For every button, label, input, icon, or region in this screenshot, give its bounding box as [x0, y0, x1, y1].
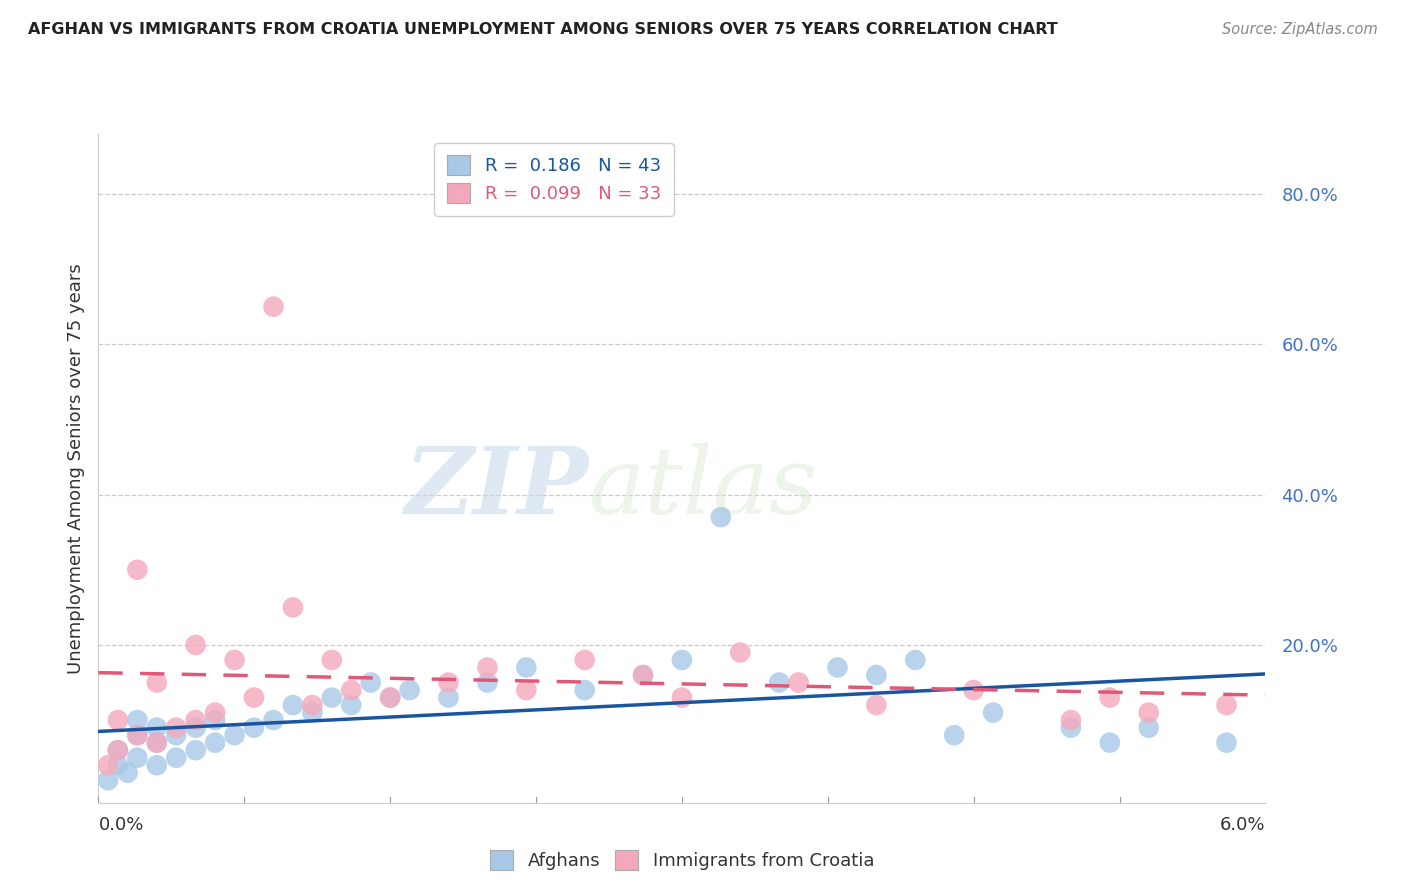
Point — [184, 713, 207, 727]
Y-axis label: Unemployment Among Seniors over 75 years: Unemployment Among Seniors over 75 years — [66, 263, 84, 673]
Point — [117, 765, 139, 780]
Text: atlas: atlas — [589, 443, 818, 533]
Point — [631, 668, 654, 682]
Point — [243, 690, 266, 705]
Point — [262, 300, 284, 314]
Point — [631, 668, 654, 682]
Point — [477, 660, 499, 674]
Point — [962, 683, 984, 698]
Point — [165, 750, 187, 764]
Text: Source: ZipAtlas.com: Source: ZipAtlas.com — [1222, 22, 1378, 37]
Point — [1137, 721, 1160, 735]
Point — [515, 660, 537, 674]
Point — [224, 653, 246, 667]
Point — [787, 675, 810, 690]
Point — [904, 653, 927, 667]
Point — [515, 683, 537, 698]
Legend: Afghans, Immigrants from Croatia: Afghans, Immigrants from Croatia — [479, 839, 884, 880]
Point — [360, 675, 382, 690]
Point — [1137, 706, 1160, 720]
Point — [184, 638, 207, 652]
Point — [710, 510, 733, 524]
Point — [340, 698, 363, 712]
Point — [1215, 698, 1237, 712]
Point — [204, 713, 226, 727]
Point — [107, 758, 129, 772]
Text: 0.0%: 0.0% — [98, 816, 143, 834]
Point — [204, 736, 226, 750]
Point — [981, 706, 1004, 720]
Text: AFGHAN VS IMMIGRANTS FROM CROATIA UNEMPLOYMENT AMONG SENIORS OVER 75 YEARS CORRE: AFGHAN VS IMMIGRANTS FROM CROATIA UNEMPL… — [28, 22, 1057, 37]
Point — [730, 645, 752, 659]
Point — [340, 683, 363, 698]
Point — [574, 653, 596, 667]
Point — [865, 698, 887, 712]
Point — [127, 728, 149, 742]
Point — [321, 690, 343, 705]
Point — [1098, 690, 1121, 705]
Point — [437, 690, 460, 705]
Point — [165, 728, 187, 742]
Point — [477, 675, 499, 690]
Point — [146, 675, 169, 690]
Point — [943, 728, 966, 742]
Point — [243, 721, 266, 735]
Point — [204, 706, 226, 720]
Text: 6.0%: 6.0% — [1220, 816, 1265, 834]
Point — [1060, 713, 1083, 727]
Point — [671, 653, 693, 667]
Point — [127, 713, 149, 727]
Point — [301, 706, 323, 720]
Point — [1215, 736, 1237, 750]
Text: ZIP: ZIP — [405, 443, 589, 533]
Point — [107, 713, 129, 727]
Point — [437, 675, 460, 690]
Point — [768, 675, 790, 690]
Point — [281, 698, 304, 712]
Point — [671, 690, 693, 705]
Point — [398, 683, 420, 698]
Point — [107, 743, 129, 757]
Point — [574, 683, 596, 698]
Point — [865, 668, 887, 682]
Point — [224, 728, 246, 742]
Point — [127, 750, 149, 764]
Point — [146, 736, 169, 750]
Point — [97, 758, 120, 772]
Point — [127, 728, 149, 742]
Point — [127, 563, 149, 577]
Point — [97, 773, 120, 788]
Point — [146, 736, 169, 750]
Point — [827, 660, 849, 674]
Point — [321, 653, 343, 667]
Point — [1098, 736, 1121, 750]
Point — [1060, 721, 1083, 735]
Point — [184, 721, 207, 735]
Point — [184, 743, 207, 757]
Point — [281, 600, 304, 615]
Point — [301, 698, 323, 712]
Point — [262, 713, 284, 727]
Point — [378, 690, 402, 705]
Point — [165, 721, 187, 735]
Point — [107, 743, 129, 757]
Point — [378, 690, 402, 705]
Point — [146, 721, 169, 735]
Point — [146, 758, 169, 772]
